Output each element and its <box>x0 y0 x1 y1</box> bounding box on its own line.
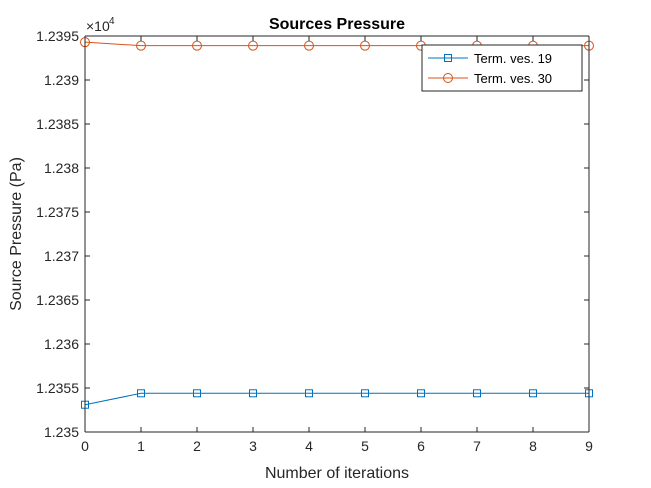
data-point <box>305 389 313 398</box>
y-tick-label: 1.2395 <box>36 28 79 44</box>
data-point <box>136 40 146 51</box>
axes-layer: 0 1 2 3 4 5 6 7 8 9 1.235 1.2355 1.236 1.2365 1.237 1.2… <box>36 28 593 454</box>
series-line <box>84 392 589 406</box>
data-point <box>248 40 258 51</box>
y-tick-label: 1.2385 <box>36 116 79 132</box>
y-tick-label: 1.237 <box>44 248 79 264</box>
data-point <box>193 389 201 398</box>
data-point <box>192 40 202 51</box>
chart-title: Sources Pressure <box>269 16 405 33</box>
legend-marker <box>444 54 452 62</box>
y-tick-label: 1.235 <box>44 424 79 440</box>
data-point <box>473 389 481 398</box>
x-tick-label: 8 <box>529 438 537 454</box>
legend-marker <box>443 73 453 83</box>
y-tick-label: 1.2375 <box>36 204 79 220</box>
x-tick-label: 9 <box>585 438 593 454</box>
legend-entry-1: Term. ves. 19 <box>428 51 552 66</box>
data-point <box>361 389 369 398</box>
y-exponent-power: 4 <box>109 16 115 27</box>
legend-box <box>421 44 583 92</box>
x-tick-label: 1 <box>137 438 145 454</box>
legend-label: Term. ves. 30 <box>474 71 552 86</box>
data-point <box>304 40 314 51</box>
y-axis-label: Source Pressure (Pa) <box>8 157 25 311</box>
data-point <box>249 389 257 398</box>
y-tick-label: 1.239 <box>44 72 79 88</box>
y-exponent-base: ×10 <box>86 18 110 34</box>
data-point <box>529 389 537 398</box>
y-tick-label: 1.238 <box>44 160 79 176</box>
x-tick-label: 5 <box>361 438 369 454</box>
data-point <box>417 389 425 398</box>
x-axis-label: Number of iterations <box>265 465 409 482</box>
x-tick-label: 3 <box>249 438 257 454</box>
x-tick-label: 2 <box>193 438 201 454</box>
x-tick-label: 6 <box>417 438 425 454</box>
y-exponent-label: ×10 4 <box>86 16 115 34</box>
x-tick-label: 0 <box>81 438 89 454</box>
legend-entry-2: Term. ves. 30 <box>428 71 552 86</box>
data-point <box>137 389 145 398</box>
legend-label: Term. ves. 19 <box>474 51 552 66</box>
data-point <box>360 40 370 51</box>
y-tick-label: 1.236 <box>44 336 79 352</box>
x-tick-label: 4 <box>305 438 313 454</box>
y-tick-label: 1.2355 <box>36 380 79 396</box>
plot-area <box>85 36 589 432</box>
y-tick-label: 1.2365 <box>36 292 79 308</box>
legend: Term. ves. 19 Term. ves. 30 <box>421 44 583 92</box>
x-tick-label: 7 <box>473 438 481 454</box>
